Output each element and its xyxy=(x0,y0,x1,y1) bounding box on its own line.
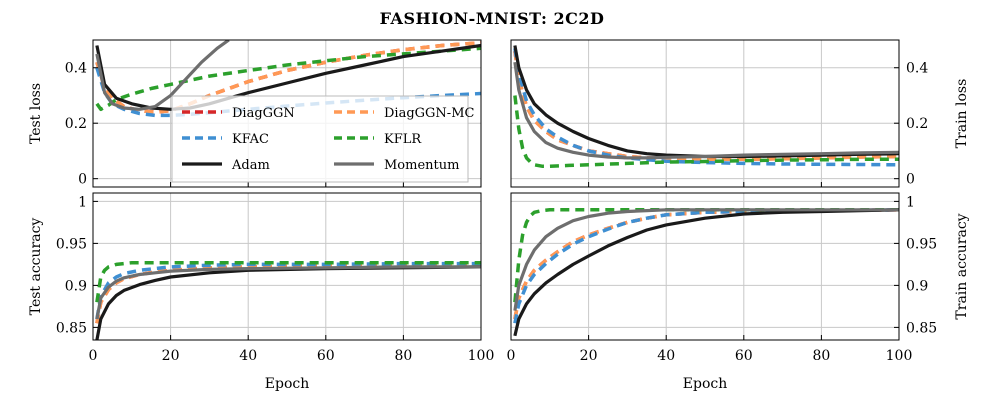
x-tick-label: 0 xyxy=(507,348,516,364)
y-tick-label: 0.4 xyxy=(906,61,928,77)
y-tick-label: 1 xyxy=(906,194,915,210)
y-tick-label: 0.2 xyxy=(906,116,928,132)
series-line-momentum xyxy=(513,208,899,311)
legend: DiagGGN DiagGGN-MC KFAC KFLR Adam Momentum xyxy=(171,95,475,183)
series-line-momentum xyxy=(95,40,230,111)
y-tick-label: 0.9 xyxy=(906,278,928,294)
y-axis-label: Train accuracy xyxy=(954,213,970,319)
x-tick-label: 40 xyxy=(239,348,257,364)
y-tick-label: 0.9 xyxy=(65,278,87,294)
y-axis-label: Test accuracy xyxy=(28,218,44,316)
series-line-adam xyxy=(95,265,481,340)
legend-label: DiagGGN-MC xyxy=(384,106,475,121)
y-tick-label: 0.2 xyxy=(65,116,87,132)
y-tick-label: 1 xyxy=(78,194,87,210)
y-tick-label: 0 xyxy=(78,172,87,188)
axes-frame xyxy=(510,192,900,341)
series-line-kfac xyxy=(513,208,899,324)
y-tick-label: 0.4 xyxy=(65,61,87,77)
y-tick-label: 0 xyxy=(906,172,915,188)
legend-label: Momentum xyxy=(384,158,459,173)
y-tick-label: 0.85 xyxy=(56,320,87,336)
train-loss-panel: 0 0.2 0.4 Train loss xyxy=(510,39,970,188)
series-line-momentum xyxy=(95,265,481,320)
train-loss-series xyxy=(513,45,899,168)
series-line-kflr xyxy=(95,260,481,303)
x-axis-label: Epoch xyxy=(683,376,727,392)
x-tick-label: 60 xyxy=(735,348,753,364)
series-line-kflr xyxy=(513,208,899,303)
x-tick-label: 80 xyxy=(812,348,830,364)
legend-label: Adam xyxy=(231,158,270,173)
axes-frame xyxy=(92,39,482,188)
series-line-adam xyxy=(513,45,899,159)
test-accuracy-series xyxy=(95,260,481,340)
x-tick-label: 60 xyxy=(317,348,335,364)
series-line-kflr xyxy=(513,95,899,168)
series-line-kfac xyxy=(513,48,899,167)
x-axis-label: Epoch xyxy=(265,376,309,392)
train-accuracy-series xyxy=(513,208,899,337)
figure-title: FASHION-MNIST: 2C2D xyxy=(380,9,605,28)
y-axis-label: Test loss xyxy=(28,83,44,144)
train-accuracy-panel: 0.85 0.9 0.95 1 0 20 40 60 80 100 Epoch Train accur… xyxy=(507,192,970,392)
x-tick-label: 40 xyxy=(657,348,675,364)
legend-label: KFAC xyxy=(232,132,269,147)
y-tick-label: 0.95 xyxy=(56,236,87,252)
legend-label: DiagGGN xyxy=(232,106,295,121)
y-tick-label: 0.95 xyxy=(906,236,937,252)
legend-label: KFLR xyxy=(384,132,422,147)
x-tick-label: 100 xyxy=(468,348,495,364)
axes-frame xyxy=(92,192,482,341)
series-line-adam xyxy=(513,208,899,337)
y-axis-label: Train loss xyxy=(954,79,970,149)
x-tick-label: 100 xyxy=(886,348,913,364)
x-tick-label: 20 xyxy=(580,348,598,364)
axes-frame xyxy=(510,39,900,188)
x-tick-label: 80 xyxy=(394,348,412,364)
series-line-diagggn-mc xyxy=(95,41,481,114)
series-line-momentum xyxy=(513,61,899,160)
test-accuracy-panel: 0.85 0.9 0.95 1 0 20 40 60 80 100 Epoch Test accura… xyxy=(28,192,495,392)
panels: 0 0.2 0.4 Test loss 0 0.2 0.4 Train loss 0.85 0.9… xyxy=(28,39,970,392)
y-tick-label: 0.85 xyxy=(906,320,937,336)
x-tick-label: 0 xyxy=(89,348,98,364)
x-tick-label: 20 xyxy=(162,348,180,364)
